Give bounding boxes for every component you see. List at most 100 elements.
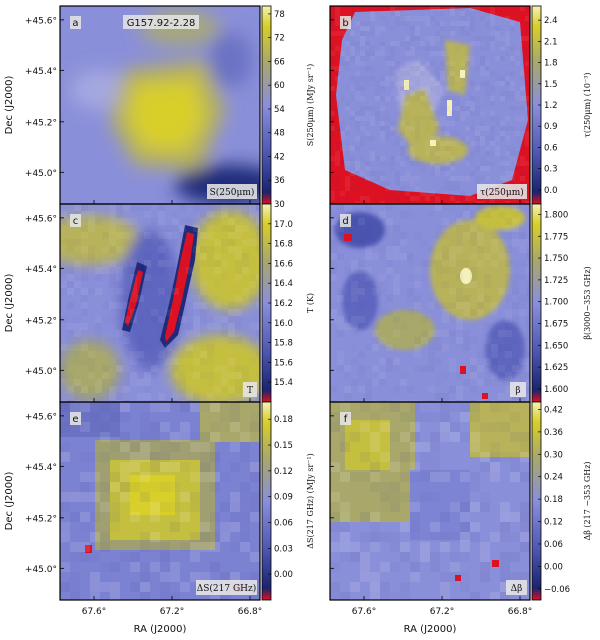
panel-a-annotation: S(250μm) [210,187,255,198]
colorbar-tick-label: 1.5 [544,80,558,90]
colorbar-tick-label: 0.30 [544,450,563,460]
colorbar-tick-label: 0.00 [274,570,293,580]
colorbar-tick-label: 1.750 [544,254,568,264]
colorbar-tick-label: 0.0 [544,186,558,196]
panel-texture [330,204,530,402]
colorbars: 78 72 66 60 54 48 42 36 30 2.4 2.1 1.8 1.5 1.2 0.9 0.6 0… [261,5,570,601]
colorbar-tick-label: 0.06 [274,519,293,529]
colorbar [531,401,542,601]
panel-c-annotation: T [247,386,253,396]
panel-b-annotation: τ(250μm) [480,187,524,198]
y-tick-label: +45.4° [25,265,57,275]
colorbar-tick-label: 16.0 [274,319,293,329]
y-tick-label: +45.2° [25,118,57,128]
axes: +45.6° +45.4° +45.2° +45.0° +45.6° +45.4° +45.… [25,16,532,617]
panel-d-letter: d [342,216,348,227]
colorbar-tick-label: 1.2 [544,101,558,111]
colorbar-tick-label: 2.4 [544,16,558,26]
colorbar-tick-label: 0.24 [544,473,563,483]
y-axis-label-bottom: Dec (J2000) [4,472,15,531]
panel-e-map [60,402,260,600]
panel-c-map [60,204,260,402]
colorbar-tick-label: 42 [274,152,285,162]
colorbar-tick-label: 1.8 [544,59,558,69]
colorbar-tick-label: 0.18 [274,415,293,425]
x-tick-label: 67.2° [430,607,455,617]
colorbar [531,203,542,403]
colorbar-tick-label: 1.775 [544,232,568,242]
colorbar-tick-label: 54 [274,105,285,115]
colorbar-tick-label: 16.4 [274,279,293,289]
y-tick-label: +45.2° [25,316,57,326]
y-tick-label: +45.4° [25,67,57,77]
y-tick-label: +45.6° [25,412,57,422]
colorbar-tick-label: 0.00 [544,562,563,572]
x-axis-label-left: RA (J2000) [134,624,187,635]
colorbar-tick-label: 0.12 [544,518,563,528]
figure-title: G157.92-2.28 [127,18,196,29]
colorbar-tick-label: 17.0 [274,220,293,230]
colorbar-tick-label: 1.600 [544,385,568,395]
colorbar-d-label: β(3000−353 GHz) [583,266,592,339]
panel-texture [60,402,260,600]
colorbar-tick-label: 0.6 [544,143,558,153]
map-texture [60,6,530,600]
colorbar-tick-label: 1.675 [544,319,568,329]
panel-e-annotation: ΔS(217 GHz) [197,583,257,594]
colorbar-tick-label: 2.1 [544,37,558,47]
colorbar-tick-label: 15.4 [274,378,293,388]
colorbar-tick-label: 15.6 [274,358,293,368]
panel-texture [330,402,530,600]
colorbar-tick-label: 36 [274,176,285,186]
panel-texture [330,6,530,204]
colorbar-tick-label: 1.725 [544,276,568,286]
colorbar-tick-label: 0.36 [544,428,563,438]
colorbar-tick-label: 78 [274,10,285,20]
colorbar-tick-label: 1.625 [544,363,568,373]
colorbar-tick-label: 0.12 [274,467,293,477]
y-tick-label: +45.0° [25,565,57,575]
colorbar-tick-label: 1.800 [544,210,568,220]
y-tick-label: +45.2° [25,514,57,524]
y-axis-label-middle: Dec (J2000) [4,274,15,333]
colorbar [261,5,272,205]
colorbar-tick-label: 0.9 [544,122,558,132]
y-tick-label: +45.4° [25,463,57,473]
panel-a-map [60,6,260,204]
colorbar-tick-label: 60 [274,81,285,91]
colorbar-tick-label: −0.06 [544,585,570,595]
panel-c-letter: c [73,216,79,227]
colorbar-e-label: ΔS(217 GHz) (MJy sr⁻¹) [306,453,315,549]
x-axis-label-right: RA (J2000) [404,624,457,635]
colorbar-f-label: Δβ (217 −353 GHz) [583,461,592,540]
y-tick-label: +45.6° [25,214,57,224]
x-tick-label: 67.6° [82,607,107,617]
colorbar-tick-label: 16.8 [274,240,293,250]
colorbar [261,401,272,601]
panel-e-letter: e [72,414,78,425]
colorbar-tick-label: 16.2 [274,299,293,309]
colorbar-tick-label: 66 [274,57,285,67]
colorbar-tick-label: 0.09 [274,493,293,503]
colorbar-tick-label: 72 [274,34,285,44]
panel-d-annotation: β [515,386,520,396]
colorbar-tick-label: 16.6 [274,259,293,269]
colorbar-tick-label: 0.42 [544,405,563,415]
panel-a-letter: a [72,18,78,29]
colorbar-tick-label: 1.700 [544,298,568,308]
panel-f-annotation: Δβ [511,584,523,594]
x-tick-label: 66.8° [508,607,533,617]
panel-b-letter: b [342,18,348,29]
colorbar-tick-label: 0.18 [544,495,563,505]
panel-f-frame [329,401,531,601]
colorbar-tick-label: 15.8 [274,339,293,349]
colorbar-tick-label: 0.03 [274,544,293,554]
x-tick-label: 66.8° [238,607,263,617]
colorbar-tick-label: 48 [274,129,285,139]
colorbar-tick-label: 0.06 [544,540,563,550]
colorbar-c-label: T (K) [306,293,315,313]
colorbar-a-label: S(250μm) (MJy sr⁻¹) [306,64,315,146]
y-tick-label: +45.6° [25,16,57,26]
colorbar-b-label: τ(250μm) (10⁻³) [583,72,592,137]
